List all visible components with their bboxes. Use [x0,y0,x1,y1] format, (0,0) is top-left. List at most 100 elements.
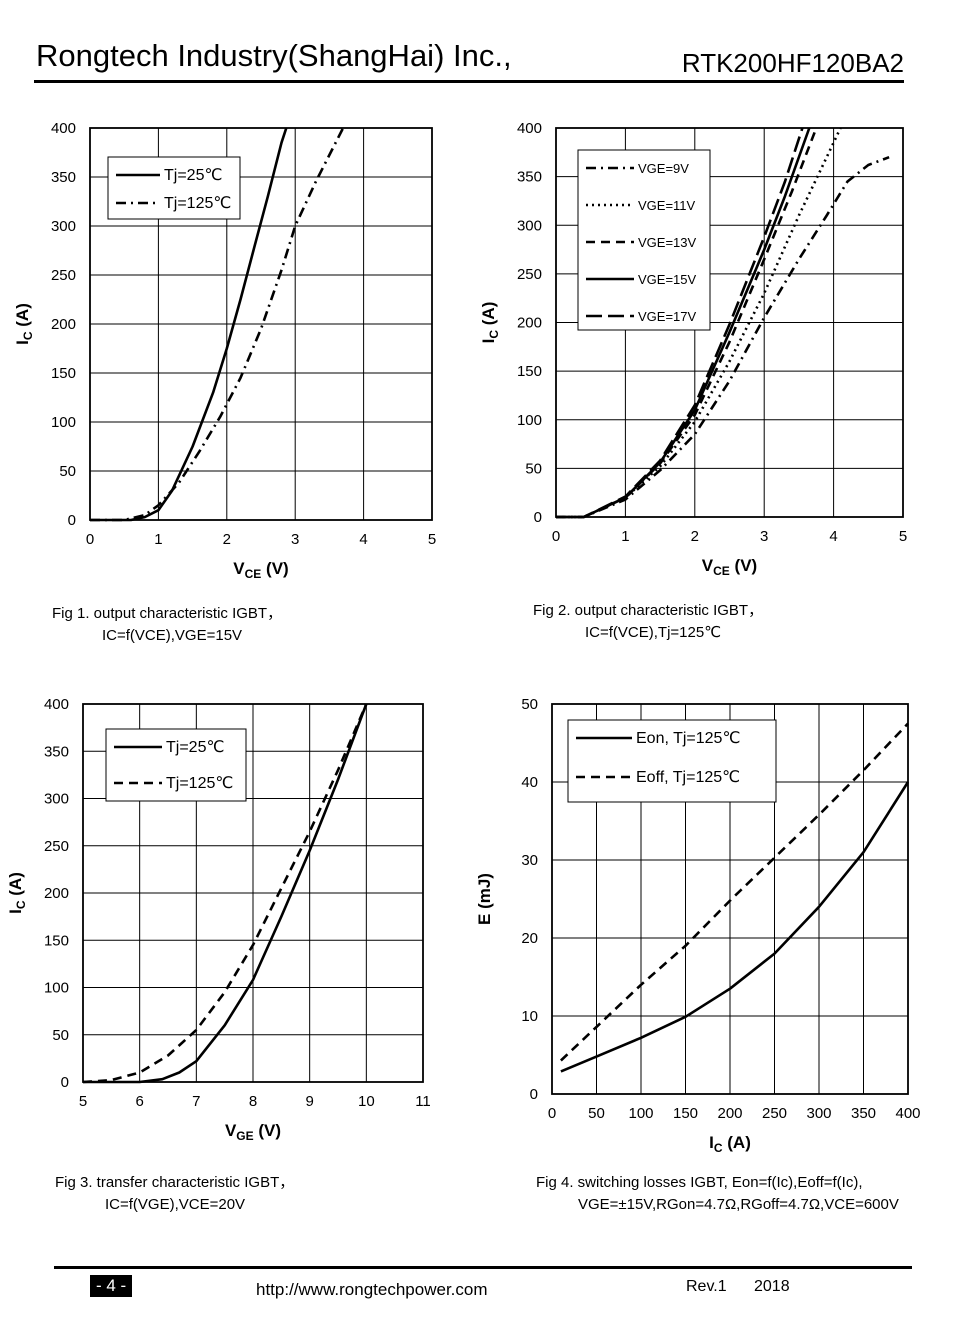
page-number: - 4 - [90,1275,133,1297]
fig1-x-tick-label: 5 [428,531,436,548]
caption-fig4: Fig 4. switching losses IGBT, Eon=f(Ic),… [536,1172,899,1216]
fig1-x-tick-label: 2 [223,531,231,548]
fig1-y-tick-label: 100 [51,414,76,431]
fig2-series-line-2 [556,127,818,519]
fig3-y-tick-label: 300 [44,791,69,808]
fig1-x-axis-label: VCE (V) [233,559,288,581]
fig4-y-axis-label: E (mJ) [475,873,494,925]
fig4-y-tick-label: 0 [530,1086,538,1103]
fig4-y-tick-label: 20 [521,930,538,947]
fig4-y-tick-label: 10 [521,1008,538,1025]
fig2-y-tick-label: 250 [517,266,542,283]
fig1-x-tick-label: 3 [291,531,299,548]
caption-fig4-line2: VGE=±15V,RGon=4.7Ω,RGoff=4.7Ω,VCE=600V [578,1196,899,1213]
fig2-y-tick-label: 300 [517,217,542,234]
fig1-y-tick-label: 250 [51,267,76,284]
fig3-x-tick-label: 6 [135,1093,143,1110]
fig3-y-tick-label: 150 [44,932,69,949]
caption-fig1: Fig 1. output characteristic IGBT， IC=f(… [52,603,282,647]
caption-fig3-line1: Fig 3. transfer characteristic IGBT， [55,1174,295,1191]
fig2-x-tick-label: 4 [829,528,837,545]
fig3-x-tick-label: 8 [249,1093,257,1110]
fig2-series-line-4 [556,127,804,519]
fig2-series-line-0 [556,155,890,519]
fig3-legend-box [105,728,247,802]
fig4-x-tick-label: 0 [548,1105,556,1122]
fig1-y-tick-label: 50 [59,463,76,480]
fig4-x-tick-label: 250 [762,1105,787,1122]
fig4-x-tick-label: 400 [895,1105,920,1122]
fig3-y-tick-label: 250 [44,838,69,855]
fig1-y-tick-label: 150 [51,365,76,382]
footer-year: 2018 [754,1278,790,1295]
caption-fig3-line2: IC=f(VGE),VCE=20V [105,1196,246,1213]
fig2-legend-label-3: VGE=15V [638,272,697,287]
fig2-x-tick-label: 2 [691,528,699,545]
fig1-x-tick-label: 4 [359,531,367,548]
fig1-series-line-0 [90,127,288,522]
fig4-series-line-0 [560,781,910,1073]
fig1-series-line-1 [90,127,345,522]
fig2-y-tick-label: 200 [517,315,542,332]
fig2-x-tick-label: 5 [899,528,907,545]
caption-fig2-line2: IC=f(VCE),Tj=125℃ [585,624,722,641]
company-name: Rongtech Industry(ShangHai) Inc., [36,38,512,73]
fig3-legend-label-1: Tj=125℃ [166,775,233,792]
fig2-series-line-1 [556,127,842,519]
fig1-legend-label-0: Tj=25℃ [164,167,222,184]
caption-fig2: Fig 2. output characteristic IGBT， IC=f(… [533,600,763,644]
part-number: RTK200HF120BA2 [681,48,904,78]
fig1-legend-box [107,156,241,220]
fig3-x-tick-label: 9 [305,1093,313,1110]
fig2-y-tick-label: 400 [517,120,542,137]
fig2-y-tick-label: 50 [525,460,542,477]
caption-fig1-line2: IC=f(VCE),VGE=15V [102,627,243,644]
fig3-y-tick-label: 200 [44,885,69,902]
caption-fig2-line1: Fig 2. output characteristic IGBT， [533,602,764,619]
fig1-y-tick-label: 200 [51,316,76,333]
fig1-y-tick-label: 0 [68,512,76,529]
fig2-legend-box [577,149,711,331]
fig2-x-tick-label: 3 [760,528,768,545]
fig3-y-tick-label: 0 [61,1074,69,1091]
fig2-y-tick-label: 100 [517,412,542,429]
fig1-legend-label-1: Tj=125℃ [164,195,231,212]
fig3-x-tick-label: 10 [358,1093,375,1110]
fig2-legend-label-4: VGE=17V [638,309,697,324]
fig4-x-axis-label: IC (A) [709,1133,751,1155]
fig2-x-axis-label: VCE (V) [702,556,757,578]
fig2-y-tick-label: 0 [534,509,542,526]
fig2-y-tick-label: 350 [517,169,542,186]
fig4-x-tick-label: 200 [717,1105,742,1122]
fig2-y-axis-label: IC (A) [479,302,501,344]
fig3-legend-label-0: Tj=25℃ [166,739,224,756]
fig1-x-tick-label: 1 [154,531,162,548]
fig2-plot-frame [555,127,904,518]
fig3-y-tick-label: 350 [44,743,69,760]
fig3-x-tick-label: 11 [415,1093,431,1110]
fig4-legend-label-0: Eon, Tj=125℃ [636,730,740,747]
fig3-series-line-0 [83,703,368,1084]
fig4-x-tick-label: 150 [673,1105,698,1122]
fig3-y-tick-label: 400 [44,696,69,713]
caption-fig4-line1: Fig 4. switching losses IGBT, Eon=f(Ic),… [536,1174,863,1191]
caption-fig3: Fig 3. transfer characteristic IGBT， IC=… [55,1172,294,1216]
fig3-series-line-1 [82,703,368,1084]
fig3-x-tick-label: 5 [79,1093,87,1110]
fig2-legend-label-2: VGE=13V [638,235,697,250]
fig3-x-tick-label: 7 [192,1093,200,1110]
fig3-y-axis-label: IC (A) [6,872,28,914]
fig2-series-line-3 [556,127,811,519]
fig3-x-axis-label: VGE (V) [225,1121,281,1143]
fig2-x-tick-label: 1 [621,528,629,545]
fig4-y-tick-label: 40 [521,774,538,791]
footer-url: http://www.rongtechpower.com [256,1280,488,1299]
fig4-legend-box [567,719,777,803]
fig2-legend-label-1: VGE=11V [638,198,696,213]
fig4-y-tick-label: 50 [521,696,538,713]
fig4-x-tick-label: 350 [851,1105,876,1122]
